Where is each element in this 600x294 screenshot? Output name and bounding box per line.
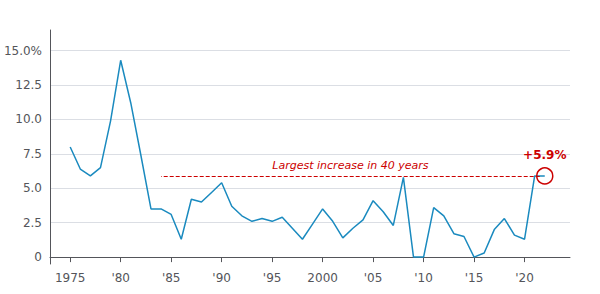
- svg-text:2000: 2000: [307, 271, 338, 285]
- svg-text:'85: '85: [162, 271, 181, 285]
- svg-text:5.0: 5.0: [23, 181, 42, 195]
- svg-text:2.5: 2.5: [23, 216, 42, 230]
- svg-text:'20: '20: [515, 271, 534, 285]
- svg-text:'90: '90: [212, 271, 231, 285]
- svg-text:'95: '95: [263, 271, 282, 285]
- svg-text:'05: '05: [364, 271, 383, 285]
- svg-text:'80: '80: [111, 271, 130, 285]
- svg-text:10.0: 10.0: [15, 112, 42, 126]
- svg-text:15.0%: 15.0%: [4, 44, 42, 58]
- svg-text:'10: '10: [414, 271, 433, 285]
- svg-text:Largest increase in 40 years: Largest increase in 40 years: [272, 159, 428, 172]
- svg-text:+5.9%: +5.9%: [523, 148, 566, 162]
- svg-text:7.5: 7.5: [23, 147, 42, 161]
- svg-text:0: 0: [34, 250, 42, 264]
- svg-text:'15: '15: [465, 271, 484, 285]
- svg-text:12.5: 12.5: [15, 78, 42, 92]
- svg-text:1975: 1975: [55, 271, 86, 285]
